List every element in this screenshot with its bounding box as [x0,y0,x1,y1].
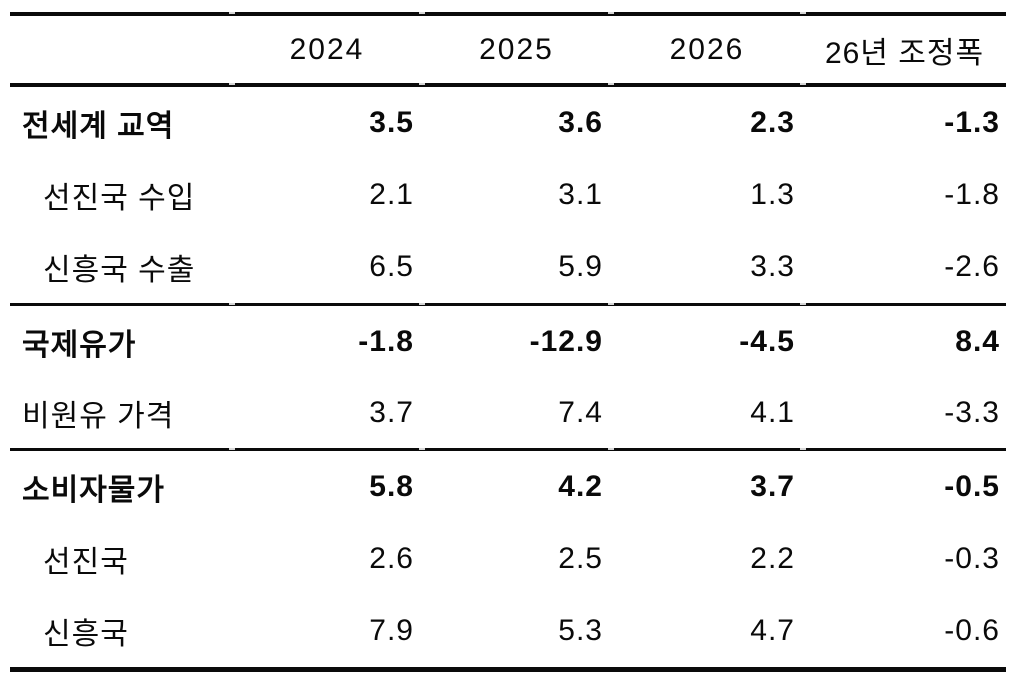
rule-notch [608,303,614,305]
cell-value: 4.2 [558,470,603,503]
table-rule [10,448,1006,451]
header-2025: 2025 [479,32,554,66]
table-row: 선진국 수입 2.1 3.1 1.3 -1.8 [10,159,1006,231]
table-row: 신흥국 수출 6.5 5.9 3.3 -2.6 [10,231,1006,303]
rule-notch [419,12,425,14]
table-row: 전세계 교역 3.5 3.6 2.3 -1.3 [10,87,1006,159]
cell-value: -3.3 [944,395,1000,429]
section-consumer-price: 소비자물가 5.8 4.2 3.7 -0.5 선진국 2.6 2.5 2.2 -… [10,451,1006,667]
cell-value: 8.4 [955,324,1000,358]
row-label: 선진국 수입 [43,182,196,215]
cell-value: 3.6 [558,106,603,139]
cell-value: -0.3 [944,542,1000,575]
section-oil-price: 국제유가 -1.8 -12.9 -4.5 8.4 비원유 가격 3.7 7.4 … [10,306,1006,448]
table-row: 신흥국 7.9 5.3 4.7 -0.6 [10,595,1006,667]
cell-value: -12.9 [529,324,603,358]
table-rule [10,83,1006,87]
cell-value: 5.8 [369,470,414,503]
cell-value: 7.4 [558,395,603,429]
rule-notch [229,448,235,450]
cell-value: -2.6 [944,250,1000,283]
row-label: 선진국 [43,546,129,579]
section-world-trade: 전세계 교역 3.5 3.6 2.3 -1.3 선진국 수입 2.1 3.1 1… [10,87,1006,303]
row-label: 전세계 교역 [22,110,175,143]
cell-value: 4.7 [750,614,795,647]
rule-notch [419,303,425,305]
cell-value: -0.5 [944,470,1000,503]
cell-value: 5.9 [558,250,603,283]
header-2024: 2024 [289,32,365,66]
cell-value: 2.3 [750,106,795,139]
row-label: 국제유가 [22,328,137,362]
cell-value: 2.2 [750,542,795,575]
header-2026: 2026 [669,32,745,66]
cell-value: 2.1 [369,178,414,211]
rule-notch [608,448,614,450]
cell-value: 7.9 [369,614,414,647]
rule-notch [419,448,425,450]
row-label: 비원유 가격 [22,399,175,433]
rule-notch [800,448,806,450]
row-label: 신흥국 수출 [43,254,196,287]
row-label: 소비자물가 [22,474,165,507]
cell-value: -0.6 [944,614,1000,647]
rule-notch [800,303,806,305]
cell-value: 2.6 [369,542,414,575]
table-header-row: 2024 2025 2026 26년 조정폭 [10,16,1006,83]
cell-value: -1.8 [358,324,414,358]
cell-value: -1.3 [944,106,1000,139]
rule-notch [229,83,235,85]
cell-value: -4.5 [739,324,795,358]
table-rule-bottom [10,667,1006,672]
table-row: 국제유가 -1.8 -12.9 -4.5 8.4 [10,306,1006,377]
rule-notch [608,83,614,85]
rule-notch [608,12,614,14]
cell-value: 2.5 [558,542,603,575]
cell-value: 1.3 [750,178,795,211]
cell-value: 5.3 [558,614,603,647]
forecast-table: 2024 2025 2026 26년 조정폭 전세계 교역 3.5 3.6 2.… [10,12,1006,672]
cell-value: 3.3 [750,250,795,283]
rule-notch [229,303,235,305]
table-row: 비원유 가격 3.7 7.4 4.1 -3.3 [10,377,1006,448]
cell-value: 3.1 [558,178,603,211]
cell-value: 6.5 [369,250,414,283]
rule-notch [229,12,235,14]
table-rule [10,303,1006,306]
cell-value: 4.1 [750,395,795,429]
table-rule-top [10,12,1006,16]
row-label: 신흥국 [43,618,129,651]
cell-value: 3.7 [750,470,795,503]
table-row: 소비자물가 5.8 4.2 3.7 -0.5 [10,451,1006,523]
cell-value: 3.7 [369,395,414,429]
cell-value: -1.8 [944,178,1000,211]
rule-notch [419,83,425,85]
rule-notch [800,83,806,85]
cell-value: 3.5 [369,106,414,139]
table-row: 선진국 2.6 2.5 2.2 -0.3 [10,523,1006,595]
header-adjustment: 26년 조정폭 [824,36,985,70]
rule-notch [800,12,806,14]
